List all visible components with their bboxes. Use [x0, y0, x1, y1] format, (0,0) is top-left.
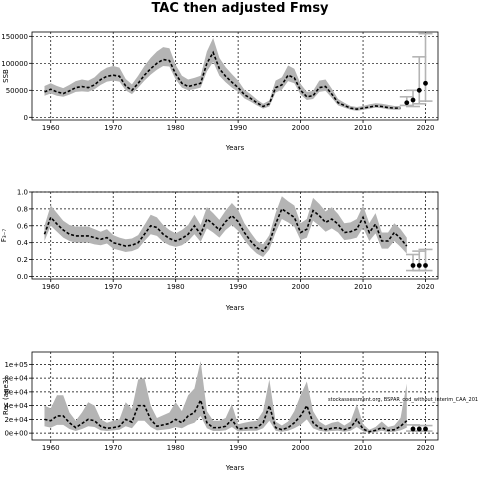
recruitment-panel: 1960 1970 1980 1990 2000 2010 2020 0e+00 2e+04 4e… [2, 351, 439, 472]
y-tick-label: 0.4 [17, 239, 29, 247]
x-tick-label: 2020 [417, 124, 435, 132]
x-tick-label: 1980 [167, 283, 185, 291]
y-tick-label: 100000 [1, 60, 28, 68]
x-tick-label: 2000 [292, 124, 310, 132]
x-tick-label: 2010 [354, 444, 372, 452]
confidence-band [44, 37, 401, 111]
y-axis-label: SSB [2, 69, 10, 83]
forecast-point [404, 100, 410, 106]
y-tick-label: 1.0 [17, 189, 28, 197]
x-tick-label: 1990 [229, 444, 247, 452]
y-tick-label: 0.2 [17, 256, 28, 264]
y-tick-label: 2e+04 [4, 416, 28, 424]
x-axis-label: Years [225, 464, 245, 472]
forecast-point [416, 87, 422, 93]
x-axis-label: Years [225, 144, 245, 152]
x-tick-label: 1970 [104, 124, 122, 132]
x-tick-label: 1980 [167, 124, 185, 132]
y-axis-label: F₃₋₇ [0, 229, 8, 243]
y-tick-label: 0e+00 [4, 430, 28, 438]
plot-frame [31, 351, 439, 441]
forecast-point [410, 263, 416, 268]
x-tick-label: 1960 [42, 124, 60, 132]
x-tick-label: 1960 [42, 283, 60, 291]
x-tick-label: 2020 [417, 283, 435, 291]
x-tick-label: 1970 [104, 444, 122, 452]
y-tick-label: 0 [24, 114, 28, 122]
y-tick-label: 4e+04 [4, 402, 28, 410]
y-tick-label: 0.0 [17, 273, 28, 281]
y-tick-label: 50000 [6, 87, 28, 95]
y-axis-label: Rec (age3) [2, 377, 10, 415]
y-tick-label: 1e+05 [4, 361, 28, 369]
x-axis-label: Years [225, 304, 245, 312]
x-tick-label: 2000 [292, 283, 310, 291]
f-panel: 1960 1970 1980 1990 2000 2010 2020 0.0 0.2 0.4 0.6… [0, 189, 439, 312]
x-tick-label: 2020 [417, 444, 435, 452]
forecast-point [423, 426, 428, 432]
forecast-point [423, 263, 428, 268]
x-tick-label: 1990 [229, 124, 247, 132]
forecast-point [423, 80, 428, 86]
x-tick-label: 2010 [354, 283, 372, 291]
forecast-point [410, 426, 416, 432]
y-tick-label: 0.8 [17, 205, 28, 213]
x-tick-label: 2010 [354, 124, 372, 132]
plot-frame [31, 31, 439, 121]
figure-title: TAC then adjusted Fmsy [151, 1, 329, 16]
source-annotation: stockassessment.org, BSPAR_cod_without_i… [328, 397, 478, 403]
ssb-panel: 1960 1970 1980 1990 2000 2010 2020 0 50000 100000… [1, 31, 439, 152]
x-tick-label: 1990 [229, 283, 247, 291]
plot-frame [31, 191, 439, 280]
median-line [44, 397, 408, 433]
forecast-point [416, 263, 422, 268]
forecast-point [410, 97, 416, 103]
y-tick-label: 0.6 [17, 222, 29, 230]
x-tick-label: 1960 [42, 444, 60, 452]
y-tick-label: 6e+04 [4, 388, 28, 396]
y-tick-label: 8e+04 [4, 375, 28, 383]
x-tick-label: 1980 [167, 444, 185, 452]
x-tick-label: 1970 [104, 283, 122, 291]
confidence-band [44, 196, 407, 258]
median-line [43, 207, 408, 253]
y-tick-label: 150000 [1, 33, 28, 41]
x-tick-label: 2000 [292, 444, 310, 452]
median-line [44, 50, 401, 111]
forecast-point [416, 426, 422, 432]
